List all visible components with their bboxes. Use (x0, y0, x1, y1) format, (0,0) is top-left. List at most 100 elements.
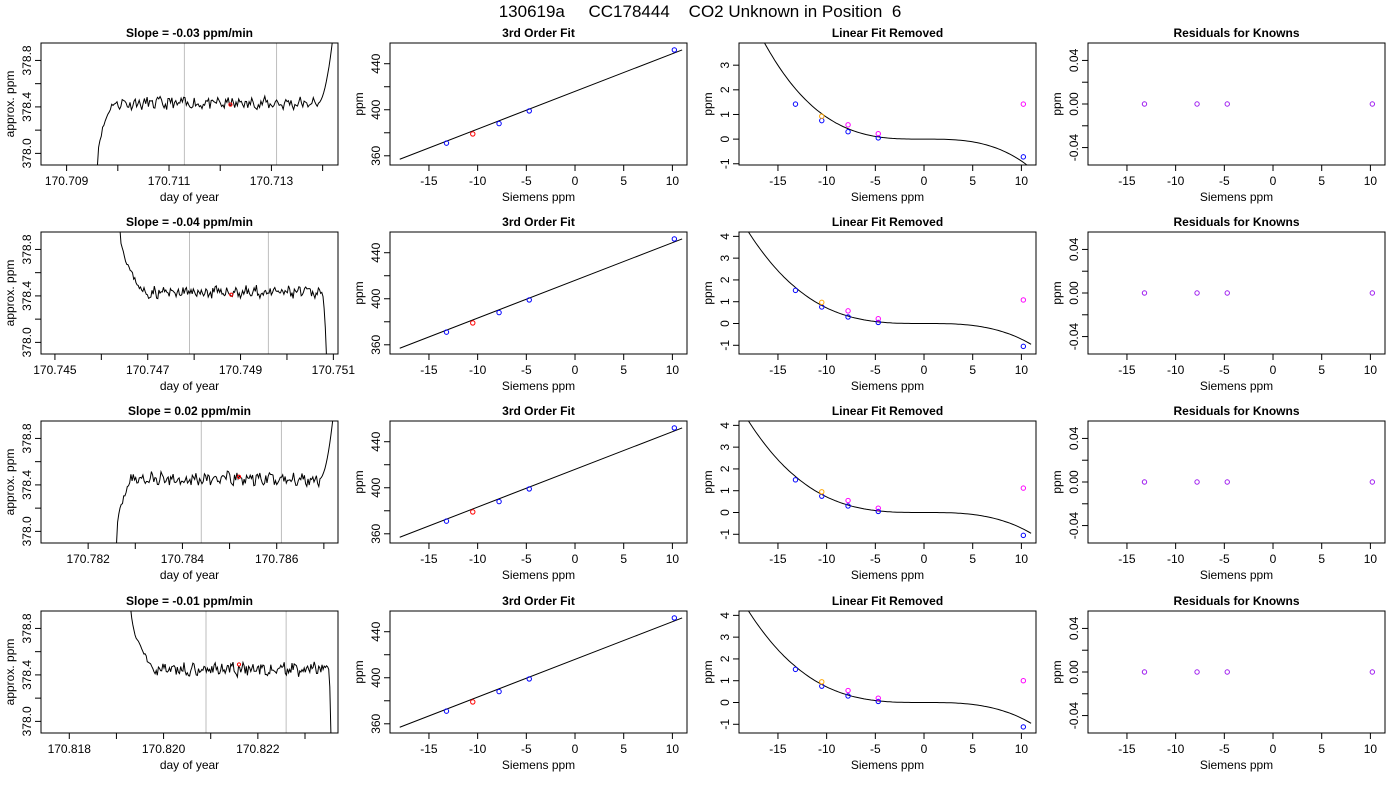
x-axis-label: Siemens ppm (502, 379, 575, 393)
x-tick-label: -10 (818, 552, 836, 566)
x-tick-label: 10 (1364, 363, 1378, 377)
data-point (496, 688, 502, 695)
panel-title: Linear Fit Removed (832, 215, 943, 229)
x-tick-label: 5 (620, 742, 627, 756)
figure-title: 130619a CC178444 CO2 Unknown in Position… (498, 2, 902, 21)
plot-area (748, 421, 1032, 539)
y-tick-label: 378.4 (20, 660, 34, 690)
y-tick-label: 440 (369, 242, 383, 262)
y-tick-label: 400 (369, 99, 383, 119)
fit-line (399, 238, 683, 349)
x-tick-label: -5 (870, 742, 881, 756)
x-tick-label: 5 (969, 552, 976, 566)
x-tick-label: -15 (769, 174, 787, 188)
data-point (792, 666, 799, 673)
y-tick-label: 2 (718, 655, 732, 662)
x-tick-label: 0 (1270, 742, 1277, 756)
data-point (1020, 297, 1027, 303)
y-tick-label: 400 (369, 667, 383, 687)
plot-frame (40, 42, 339, 166)
data-point (496, 120, 502, 127)
plot-frame (738, 231, 1037, 355)
y-axis-label: ppm (701, 470, 715, 493)
plot-area (748, 232, 1032, 350)
y-tick-label: 0 (718, 509, 732, 516)
panel-title: Residuals for Knowns (1173, 404, 1299, 418)
y-tick-label: 0.00 (1067, 470, 1081, 494)
panel-r0c0: Slope = -0.03 ppm/min 170.709 170.711 170.7… (3, 26, 339, 204)
plot-frame (738, 610, 1037, 734)
panel-r1c0: Slope = -0.04 ppm/min 170.745 170.747 170.7… (3, 215, 355, 393)
panel-r2c2: Linear Fit Removed-15 -10 -5 0 5 10-101234Sie… (701, 404, 1037, 582)
data-point (1020, 101, 1027, 107)
x-tick-label: -15 (1118, 363, 1136, 377)
data-point (845, 122, 851, 128)
x-tick-label: 10 (1364, 742, 1378, 756)
x-tick-label: -5 (870, 174, 881, 188)
x-tick-label: 170.822 (236, 742, 280, 756)
plot-area (399, 236, 683, 349)
x-tick-label: 0 (572, 174, 579, 188)
y-tick-label: 360 (369, 334, 383, 354)
y-axis-label: approx. ppm (3, 449, 17, 516)
data-point (470, 320, 476, 326)
y-tick-label: 440 (369, 431, 383, 451)
data-point (1369, 669, 1376, 675)
x-axis-label: day of year (160, 379, 219, 393)
data-point (671, 615, 678, 621)
y-axis-label: ppm (352, 470, 366, 493)
y-tick-label: 3 (718, 633, 732, 640)
data-point (1369, 479, 1376, 485)
panel-r2c1: 3rd Order Fit -15 -10 -5 0 5 10 360 400 440 Siemen… (352, 404, 688, 582)
data-point (1141, 669, 1148, 675)
y-axis-label: ppm (701, 92, 715, 115)
x-tick-label: -10 (818, 363, 836, 377)
x-tick-label: 170.749 (219, 363, 263, 377)
x-tick-label: 10 (1015, 552, 1029, 566)
x-tick-label: -10 (469, 742, 487, 756)
y-tick-label: 0 (718, 135, 732, 142)
ppm-trace (116, 421, 334, 543)
data-point (845, 503, 851, 509)
data-point (1141, 290, 1148, 296)
plot-area (1141, 669, 1376, 675)
panel-title: Slope = -0.01 ppm/min (126, 594, 253, 608)
panel-r0c3: Residuals for Knowns -15 -10 -5 0 5 10 -0.04 0.0… (1050, 26, 1386, 204)
data-point (1020, 724, 1027, 730)
plot-area (399, 425, 683, 538)
y-tick-label: 0.04 (1067, 48, 1081, 72)
data-point (1020, 343, 1027, 350)
y-tick-label: 0.00 (1067, 92, 1081, 116)
data-point (470, 131, 476, 137)
x-tick-label: -15 (1118, 742, 1136, 756)
x-tick-label: -10 (1167, 174, 1185, 188)
x-tick-label: -15 (769, 363, 787, 377)
data-point (792, 477, 799, 483)
y-tick-label: 0 (718, 320, 732, 327)
panel-title: Residuals for Knowns (1173, 215, 1299, 229)
y-tick-label: 3 (718, 254, 732, 261)
y-tick-label: 378.0 (20, 327, 34, 357)
data-point (496, 498, 502, 505)
x-tick-label: 0 (921, 742, 928, 756)
y-tick-label: 4 (718, 612, 732, 619)
y-tick-label: 440 (369, 621, 383, 641)
panel-r2c0: Slope = 0.02 ppm/min 170.782 170.784 170.78… (3, 404, 339, 582)
data-point (443, 329, 450, 335)
y-axis-label: approx. ppm (3, 260, 17, 327)
x-tick-label: 5 (1318, 552, 1325, 566)
x-tick-label: 10 (1015, 363, 1029, 377)
data-point (875, 316, 881, 322)
x-tick-label: -10 (818, 742, 836, 756)
plot-frame (1087, 42, 1386, 166)
y-tick-label: 2 (718, 276, 732, 283)
data-point (1369, 290, 1376, 296)
x-axis-label: day of year (160, 758, 219, 772)
panel-title: 3rd Order Fit (502, 404, 575, 418)
x-axis-label: Siemens ppm (1200, 568, 1273, 582)
y-axis-label: ppm (1050, 660, 1064, 683)
plot-frame (40, 610, 339, 734)
y-tick-label: 1 (718, 298, 732, 305)
data-point (1020, 485, 1027, 491)
x-tick-label: -5 (870, 552, 881, 566)
